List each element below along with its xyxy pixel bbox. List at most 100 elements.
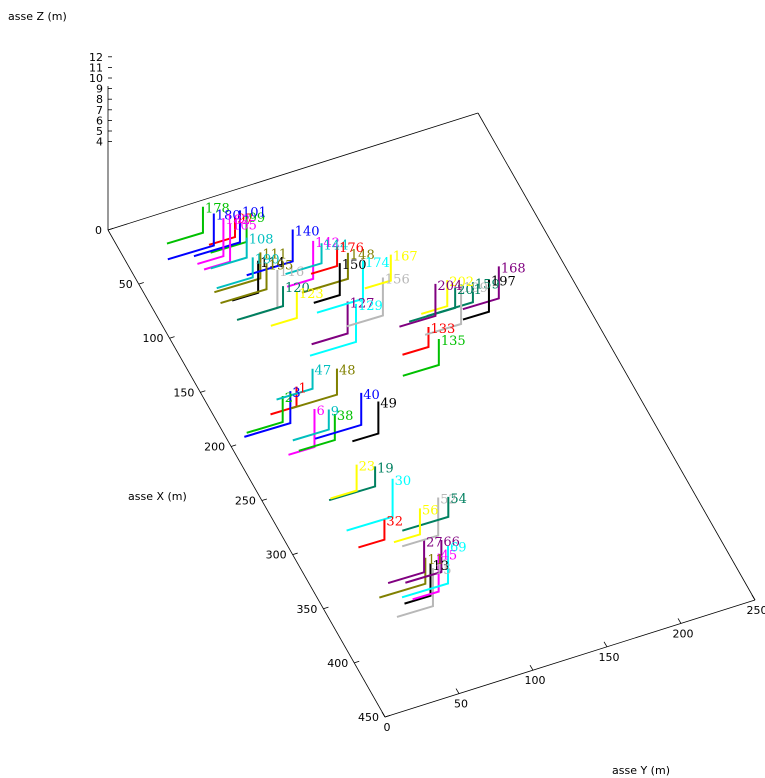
pipe-segment [301,252,349,294]
chart-frame [107,86,756,718]
pipe-segment [208,217,237,246]
y-tick-label: 200 [673,627,694,640]
y-tick [455,688,460,694]
pipe-segment [399,283,437,328]
node-label: 66 [443,535,460,550]
node-label: 105 [232,219,257,234]
node-label: 129 [358,299,383,314]
pipe-segment [214,252,262,294]
node-label: 197 [491,275,516,290]
pipe-segment [246,229,294,277]
node-label: 108 [249,233,274,248]
pipe-segment [402,339,440,377]
pipe-segment [244,391,292,438]
z-tick-label: 6 [96,114,103,127]
pipe-segment [328,466,377,502]
pipe-segment [462,279,490,321]
pipe-segment [220,263,268,305]
node-label: 159 [475,277,500,292]
x-tick [230,444,237,447]
node-label: 40 [363,388,380,403]
y-tick [751,594,756,601]
z-axis-title: asse Z (m) [8,10,67,23]
node-label: 15 [435,563,452,578]
y-tick [529,664,534,671]
pipe-segment [309,303,358,357]
node-label: 133 [430,322,455,337]
node-label: 111 [262,247,287,262]
pipe-segment [330,464,358,500]
y-tick-label: 250 [747,604,765,617]
node-label: 120 [285,281,310,296]
x-tick [384,715,391,718]
node-label: 174 [365,256,390,271]
pipe-segment [276,368,314,401]
node-label: 11 [427,553,444,568]
y-tick-label: 0 [384,721,391,734]
z-tick-label: 10 [89,72,103,85]
node-label: 32 [386,515,403,530]
z-tick-label: 7 [96,104,103,117]
node-label: 2 [285,391,293,406]
node-label: 135 [441,334,466,349]
pipe-segment [210,237,248,270]
node-label: 180 [216,209,241,224]
pipe-segment [236,286,285,321]
x-tick-label: 300 [266,549,287,562]
node-label: 97 [237,212,254,227]
node-label: 116 [279,265,304,280]
pipe-segment [166,206,204,245]
axis-ticks: 0 50 100 150 200 250 300 350 400 450 0 50 100 150 200 2… [89,51,765,734]
pipe-segment [408,287,457,323]
node-label: 150 [342,258,367,273]
node-label: 114 [260,256,285,271]
pipe-segment [402,326,430,356]
node-label: 38 [337,409,354,424]
pipe-segment [216,257,254,290]
x-tick [261,498,268,501]
node-label: 54 [450,492,467,507]
node-label: 204 [437,279,462,294]
node-label: 199 [463,281,488,296]
node-label: 142 [315,236,340,251]
x-tick [323,606,329,610]
node-label: 6 [316,404,324,419]
pipe-segment [346,277,384,328]
node-label: 127 [350,296,375,311]
pipe-segment [298,414,336,452]
x-tick-label: 50 [119,278,133,291]
pipe-segment [197,218,225,265]
y-tick-label: 100 [525,674,546,687]
pipe-segment [424,286,463,336]
z-tick-label: 9 [96,83,103,96]
node-label: 56 [422,503,439,518]
pipe-segment [167,213,215,261]
pipe-segment [387,540,426,585]
pipe-segment [401,545,450,599]
node-label: 195 [269,258,294,273]
y-axis-title: asse Y (m) [612,764,670,777]
pipe-segment [393,508,421,544]
x-tick-label: 450 [358,711,379,724]
node-label: 30 [395,474,412,489]
x-tick [292,552,298,556]
node-label: 19 [377,461,394,476]
pipe-segment [346,478,394,532]
node-label: 182 [225,213,250,228]
z-tick-label: 5 [96,125,103,138]
pipe-segment [462,266,500,311]
node-label: 49 [380,397,397,412]
pipe-segment [193,210,241,258]
x-tick-label: 350 [296,603,317,616]
y-tick-label: 150 [599,651,620,664]
node-label: 27 [426,535,443,550]
pipe-segment [285,243,323,276]
pipe-segment [358,519,386,549]
node-label: 9 [331,405,339,420]
x-tick [200,390,206,393]
pipe-segment [314,392,363,440]
node-label: 47 [315,364,332,379]
pipe-segment [246,396,284,434]
x-tick-label: 250 [235,495,256,508]
